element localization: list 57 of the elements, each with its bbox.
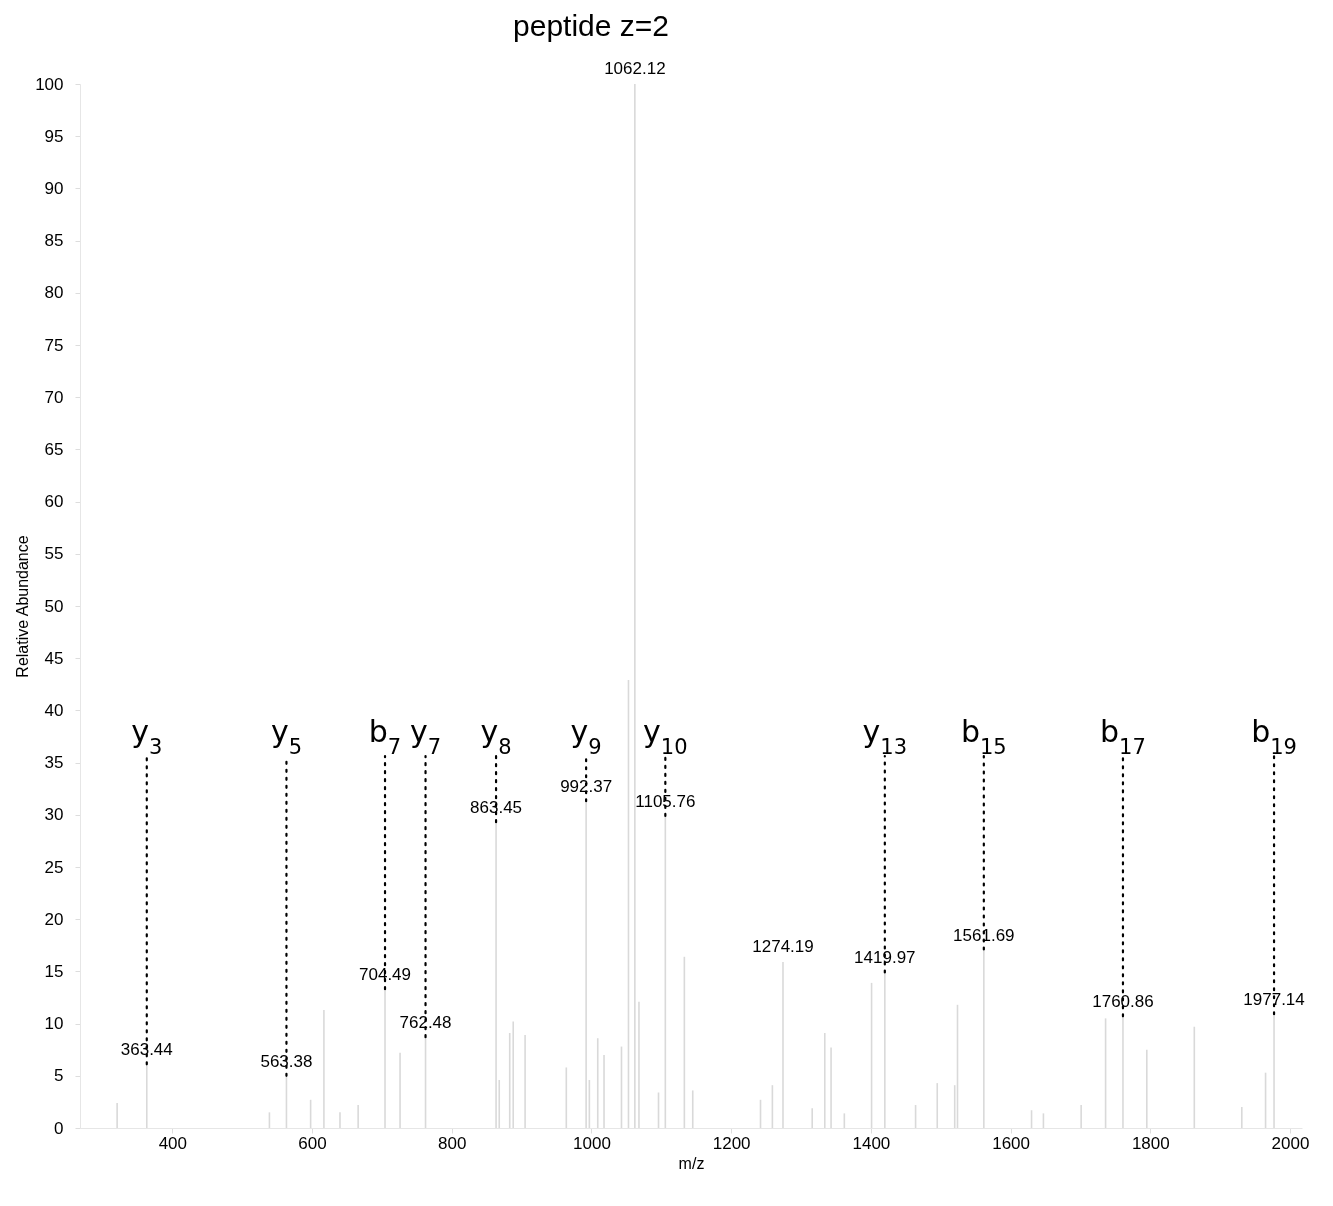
y-tick-label: 20 <box>44 909 64 929</box>
y-tick-label: 50 <box>44 596 64 616</box>
y-tick-label: 55 <box>44 544 64 564</box>
x-tick-label: 1400 <box>852 1133 891 1153</box>
annotation: y$_{13}$ <box>862 714 908 759</box>
annotation: 1977.14 <box>1243 990 1305 1010</box>
annotation: 863.45 <box>470 798 523 818</box>
y-tick-label: 25 <box>44 857 64 877</box>
y-tick-label: 35 <box>44 753 64 773</box>
y-tick-label: 0 <box>54 1118 64 1138</box>
y-tick-label: 100 <box>35 74 64 94</box>
x-tick-label: 1800 <box>1131 1133 1170 1153</box>
y-tick-label: 70 <box>44 387 64 407</box>
y-tick-label: 80 <box>44 283 64 303</box>
annotation: b$_{15}$ <box>960 714 1007 759</box>
annotation: b$_{7}$ <box>368 714 402 759</box>
y-tick-label: 10 <box>44 1014 64 1034</box>
annotation: y$_{9}$ <box>570 714 602 759</box>
y-tick-label: 45 <box>44 648 64 668</box>
y-axis-title: Relative Abundance <box>14 535 32 678</box>
y-tick-label: 95 <box>44 126 64 146</box>
annotation: 1105.76 <box>635 791 696 811</box>
y-tick-label: 90 <box>44 178 64 198</box>
annotation: 1419.97 <box>854 948 916 968</box>
annotation: y$_{7}$ <box>409 714 442 759</box>
x-tick-label: 1000 <box>573 1133 611 1153</box>
annotation: 762.48 <box>399 1013 452 1033</box>
annotation: y$_{10}$ <box>643 714 688 759</box>
annotation: y$_{3}$ <box>131 714 163 759</box>
annotation: b$_{17}$ <box>1100 714 1146 759</box>
annotation: 992.37 <box>560 777 613 797</box>
x-tick-label: 800 <box>438 1133 467 1153</box>
annotation: y$_{8}$ <box>480 714 512 759</box>
x-axis-title: m/z <box>678 1154 705 1172</box>
y-tick-label: 30 <box>44 805 64 825</box>
annotation: 1760.86 <box>1092 992 1154 1012</box>
annotation: 1062.12 <box>604 59 666 78</box>
y-tick-label: 75 <box>44 335 64 355</box>
y-tick-label: 40 <box>44 700 64 720</box>
chart-title: peptide z=2 <box>513 9 669 42</box>
y-tick-label: 15 <box>44 961 64 981</box>
x-tick-label: 600 <box>298 1133 327 1153</box>
x-tick-label: 1200 <box>712 1133 751 1153</box>
y-tick-label: 60 <box>44 492 64 512</box>
annotation: 704.49 <box>359 965 412 985</box>
annotation: 363.44 <box>120 1040 173 1060</box>
x-tick-label: 400 <box>158 1133 188 1153</box>
x-tick-label: 1600 <box>992 1133 1030 1153</box>
y-tick-label: 85 <box>44 231 64 251</box>
annotation: 1561.69 <box>953 925 1015 945</box>
x-tick-label: 2000 <box>1271 1133 1310 1153</box>
y-tick-label: 65 <box>44 439 64 459</box>
annotation: y$_{5}$ <box>270 714 303 759</box>
annotation: 563.38 <box>260 1051 313 1071</box>
annotation: 1274.19 <box>752 937 814 956</box>
y-tick-label: 5 <box>54 1066 64 1086</box>
annotation: b$_{19}$ <box>1251 714 1297 759</box>
